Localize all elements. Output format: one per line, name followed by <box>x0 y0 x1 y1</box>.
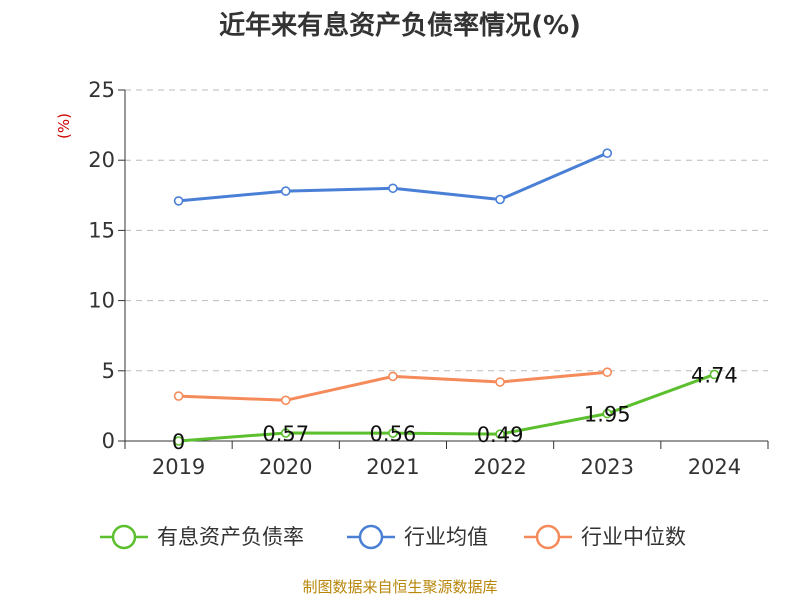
data-point <box>280 395 291 406</box>
legend-marker <box>535 524 561 550</box>
x-tick-label: 2024 <box>688 455 741 479</box>
grid-lines <box>125 89 768 372</box>
data-label: 0 <box>172 430 185 454</box>
data-point <box>173 436 184 446</box>
data-label: 0.56 <box>370 422 417 446</box>
data-label: 1.95 <box>584 403 631 427</box>
data-point <box>280 428 291 438</box>
data-point <box>602 148 613 158</box>
chart-title: 近年来有息资产负债率情况(%) <box>219 10 581 41</box>
legend: 有息资产负债率 行业均值 行业中位数 <box>100 524 686 550</box>
y-tick-label: 25 <box>88 78 115 102</box>
legend-entry: 有息资产负债率 <box>157 525 304 549</box>
data-point <box>602 367 613 378</box>
data-label: 0.49 <box>477 423 524 447</box>
data-point <box>709 369 720 380</box>
data-point <box>495 377 505 387</box>
x-tick-label: 2022 <box>473 455 526 479</box>
y-tick-label: 20 <box>88 148 115 172</box>
y-tick-label: 5 <box>102 359 115 383</box>
data-point <box>495 194 505 205</box>
data-label: 0.57 <box>262 422 309 446</box>
series-line <box>178 373 715 443</box>
y-axis-label: (%) <box>55 113 73 139</box>
x-tick-label: 2020 <box>259 455 312 479</box>
data-point <box>495 429 505 439</box>
x-tick-label: 2019 <box>152 455 205 479</box>
y-tick-label: 15 <box>88 218 115 242</box>
legend-marker <box>358 524 384 550</box>
data-point <box>388 371 398 382</box>
data-point <box>388 428 398 438</box>
x-tick-label: 2021 <box>366 455 419 479</box>
y-tick-label: 0 <box>102 429 115 453</box>
data-point <box>173 196 184 206</box>
data-label: 4.74 <box>691 363 738 387</box>
y-tick-label: 10 <box>88 289 115 313</box>
legend-marker <box>111 524 137 550</box>
series-group: 0 0.57 0.56 0.49 1.95 4.74 <box>172 148 738 454</box>
data-point <box>602 408 613 419</box>
data-source-note: 制图数据来自恒生聚源数据库 <box>302 578 497 596</box>
x-tick-label: 2023 <box>581 455 634 479</box>
data-point <box>388 183 398 194</box>
legend-entry: 行业中位数 <box>581 525 686 549</box>
data-point <box>173 391 184 401</box>
axes: 0 5 10 15 20 25 2019 2020 2021 2022 2023 2024 <box>88 78 769 479</box>
legend-entry: 行业均值 <box>404 525 488 549</box>
data-point <box>280 186 291 196</box>
